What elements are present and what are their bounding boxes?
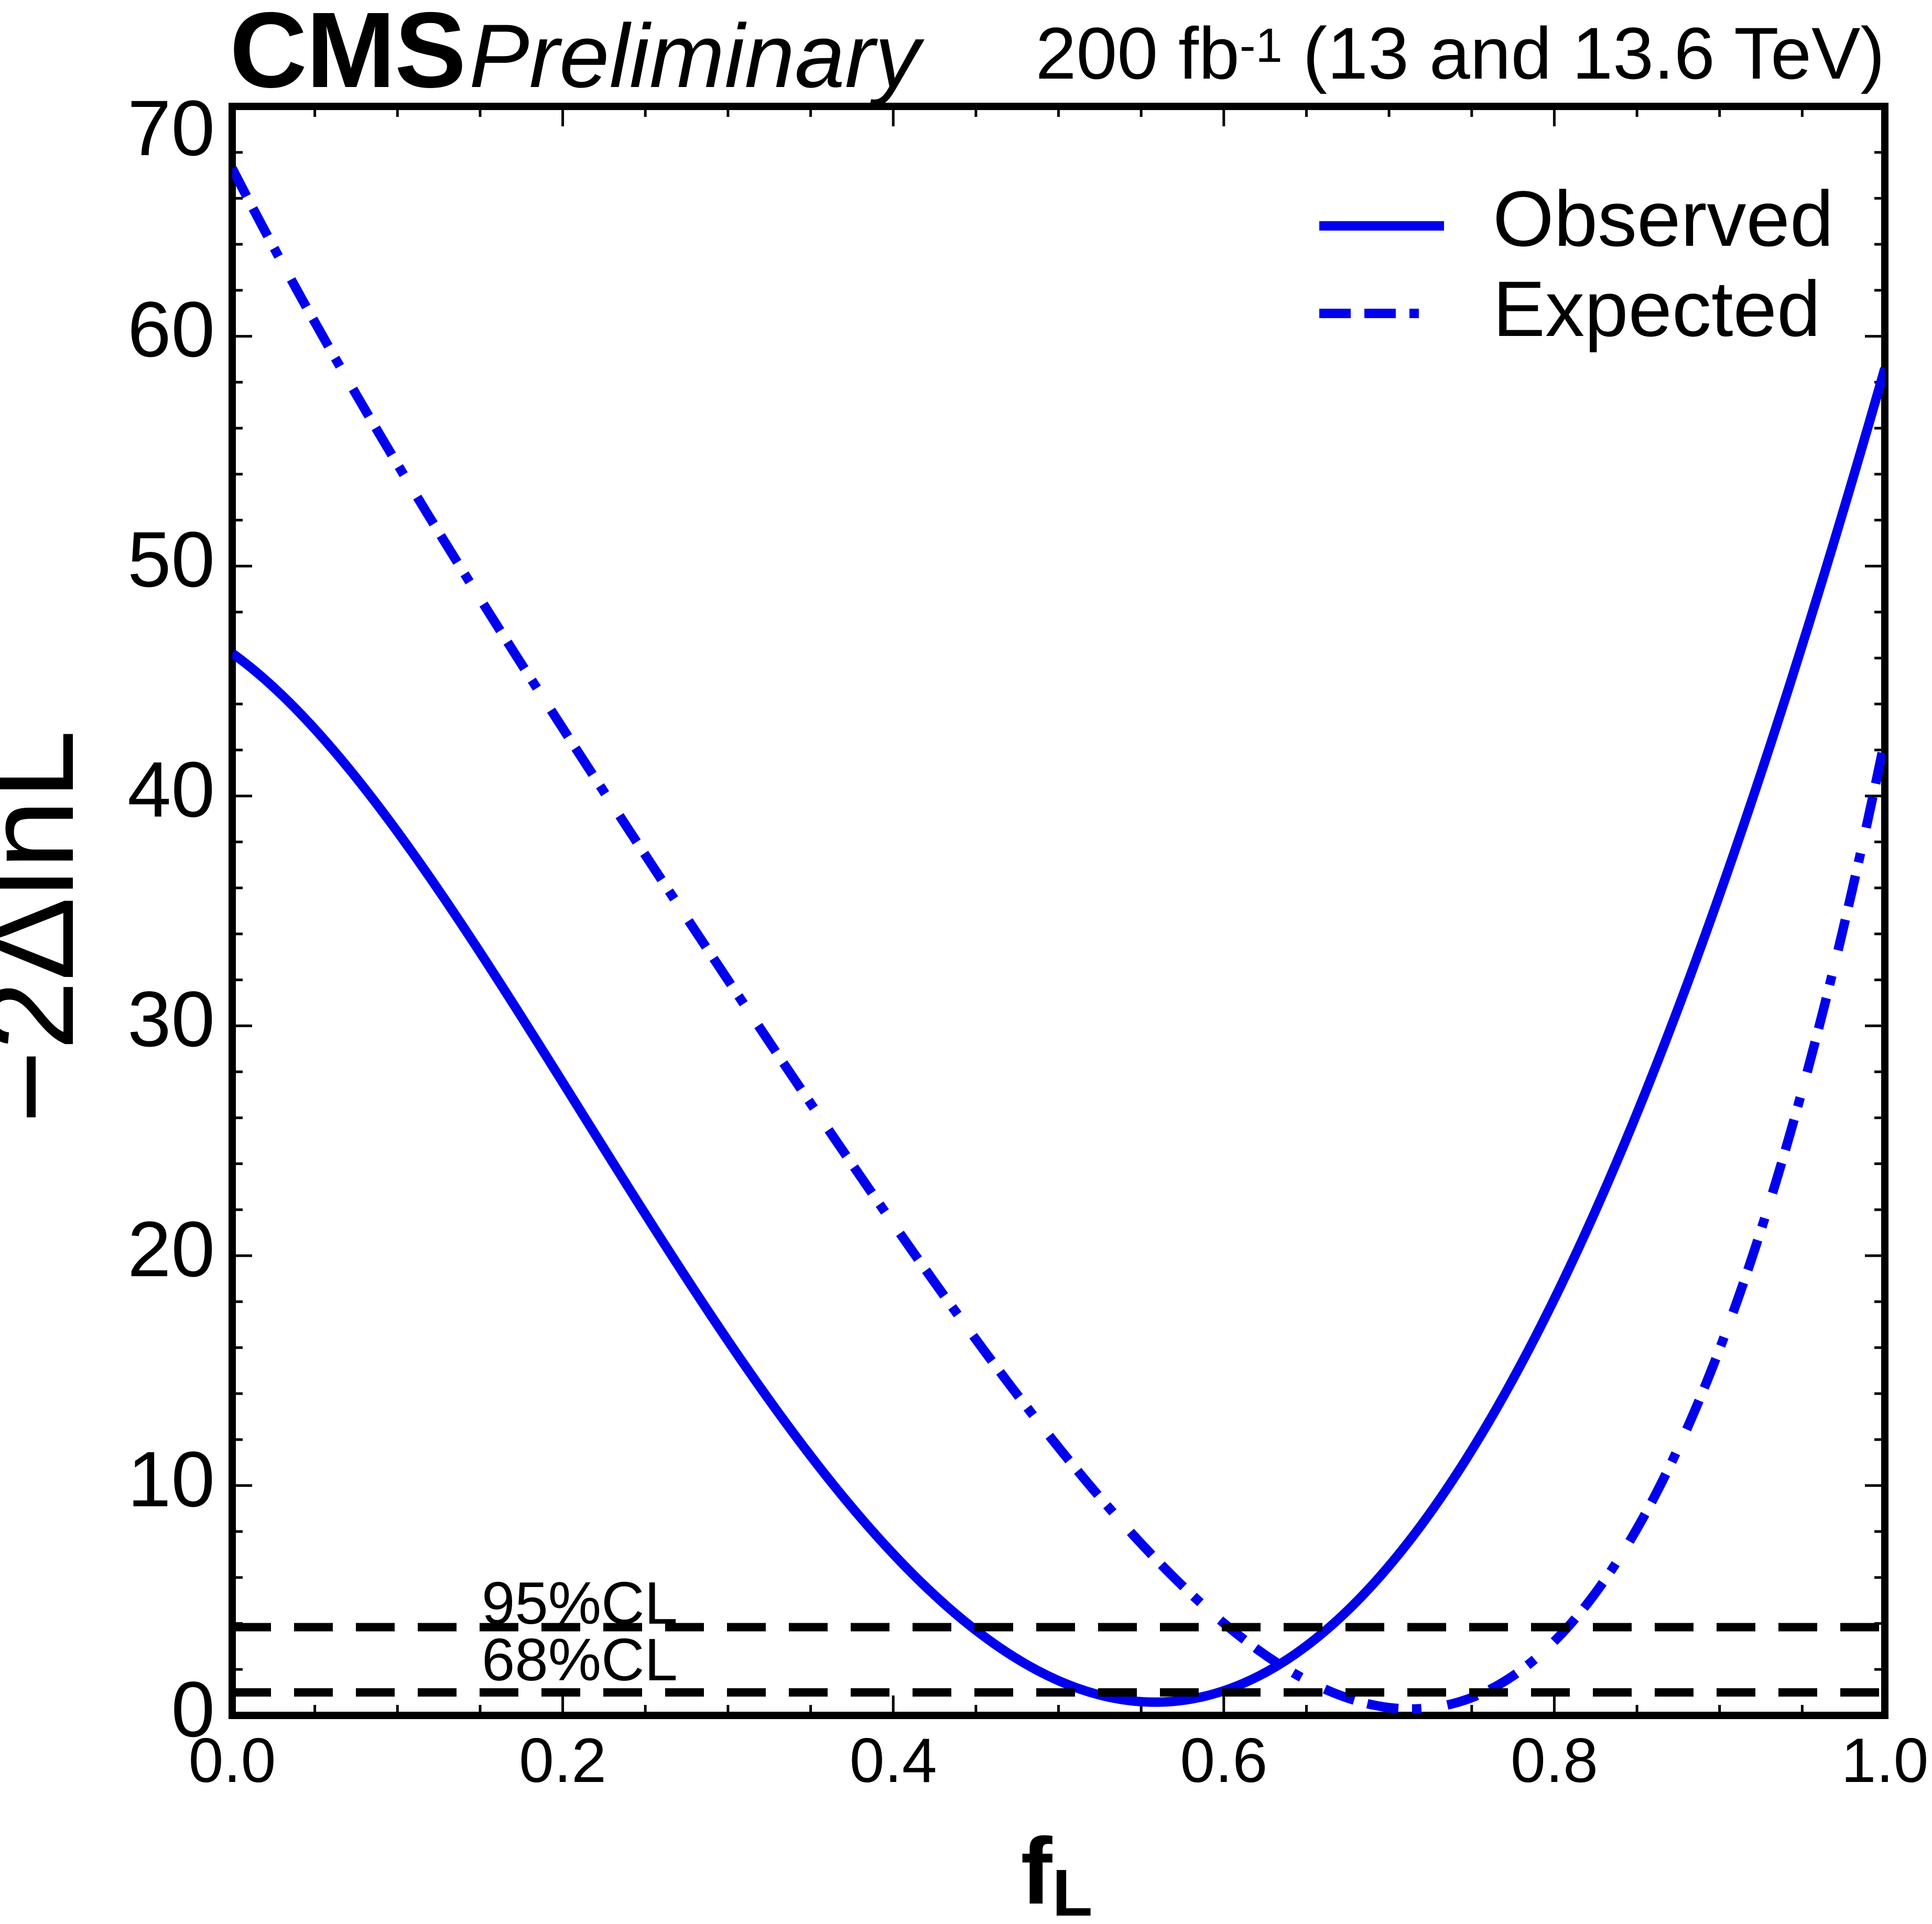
svg-text:20: 20 xyxy=(127,1205,215,1293)
svg-text:40: 40 xyxy=(127,745,215,833)
svg-text:0.6: 0.6 xyxy=(1180,1725,1267,1796)
svg-text:50: 50 xyxy=(127,515,215,603)
svg-text:1.0: 1.0 xyxy=(1841,1725,1929,1796)
svg-text:200 fb-1 (13 and 13.6 TeV): 200 fb-1 (13 and 13.6 TeV) xyxy=(1036,12,1885,94)
svg-text:0.8: 0.8 xyxy=(1511,1725,1598,1796)
svg-text:60: 60 xyxy=(127,285,215,373)
svg-text:Expected: Expected xyxy=(1493,265,1820,353)
svg-text:0.4: 0.4 xyxy=(850,1725,937,1796)
svg-text:30: 30 xyxy=(127,975,215,1063)
svg-text:68%CL: 68%CL xyxy=(482,1627,678,1693)
svg-text:Observed: Observed xyxy=(1493,175,1833,263)
svg-text:Preliminary: Preliminary xyxy=(469,6,925,106)
svg-text:CMS: CMS xyxy=(230,0,465,110)
svg-text:0.2: 0.2 xyxy=(519,1725,606,1796)
svg-text:70: 70 xyxy=(127,84,215,172)
svg-text:10: 10 xyxy=(127,1435,215,1523)
svg-text:0: 0 xyxy=(171,1665,215,1753)
svg-text:−2ΔlnL: −2ΔlnL xyxy=(0,730,100,1124)
